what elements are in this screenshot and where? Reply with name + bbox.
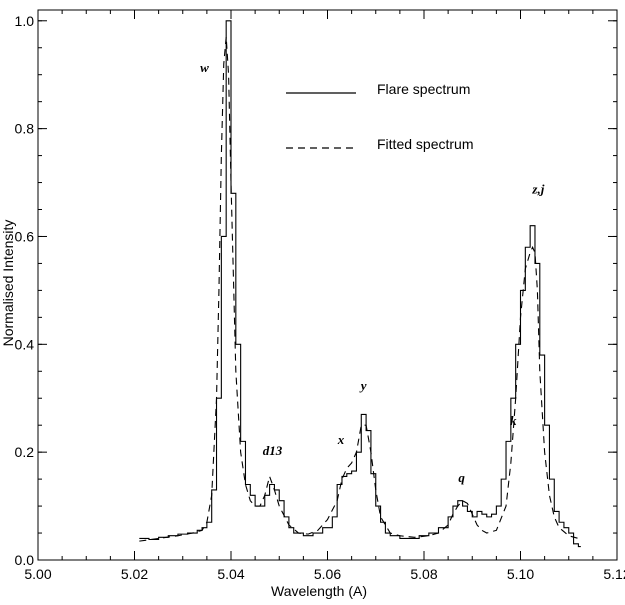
x-tick-label: 5.12 [603, 566, 625, 582]
x-tick-label: 5.00 [24, 566, 51, 582]
peak-label-x: x [337, 432, 345, 447]
peak-label-y: y [359, 378, 367, 393]
annotations: w d13 x y q k z,j [200, 60, 545, 485]
x-tick-label: 5.06 [314, 566, 341, 582]
x-tick-label: 5.04 [217, 566, 244, 582]
y-tick-label: 0.8 [15, 121, 35, 137]
y-tick-label: 0.6 [15, 228, 35, 244]
axes: 5.00 5.02 5.04 5.06 5.08 5.10 5.12 0.0 0.2 0.4 0.6… [15, 9, 625, 582]
legend-label-flare-spectrum: Flare spectrum [377, 81, 470, 97]
peak-label-w: w [200, 60, 209, 75]
peak-label-q: q [458, 470, 465, 485]
x-axis-label: Wavelength (A) [271, 583, 367, 599]
peak-label-d13: d13 [263, 443, 283, 458]
y-tick-label: 0.2 [15, 444, 35, 460]
series-layer [139, 20, 581, 548]
y-tick-label: 0.0 [15, 552, 35, 568]
legend: Flare spectrum Fitted spectrum [286, 81, 473, 152]
y-tick-label: 1.0 [15, 13, 35, 29]
y-axis-label: Normalised Intensity [0, 220, 16, 347]
x-tick-label: 5.02 [121, 566, 148, 582]
x-tick-label: 5.10 [507, 566, 534, 582]
series-line-flare-spectrum [139, 20, 581, 548]
x-tick-label: 5.08 [410, 566, 437, 582]
y-tick-label: 0.4 [15, 336, 35, 352]
peak-label-zj: z,j [531, 181, 544, 196]
series-line-fitted-spectrum [139, 36, 579, 542]
peak-label-k: k [510, 413, 517, 428]
legend-label-fitted-spectrum: Fitted spectrum [377, 136, 473, 152]
